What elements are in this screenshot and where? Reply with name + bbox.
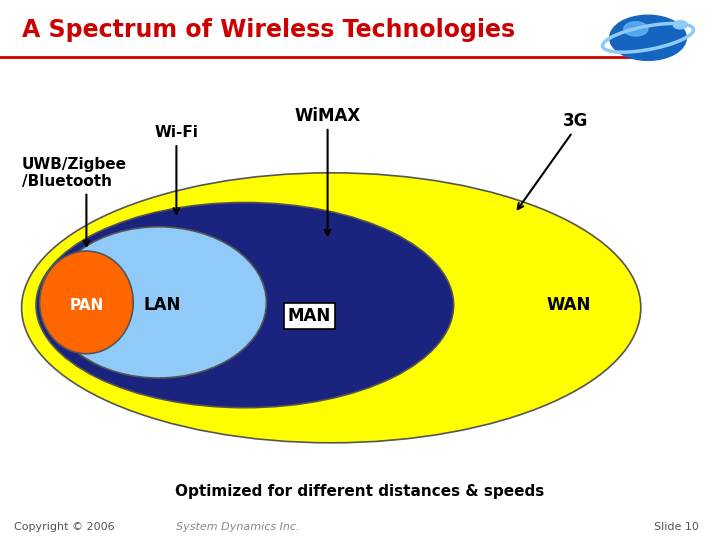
- Text: Optimized for different distances & speeds: Optimized for different distances & spee…: [176, 484, 544, 499]
- Ellipse shape: [50, 227, 266, 378]
- Text: LAN: LAN: [143, 296, 181, 314]
- Text: Slide 10: Slide 10: [654, 522, 698, 531]
- Text: WiMAX: WiMAX: [294, 107, 361, 125]
- Ellipse shape: [36, 202, 454, 408]
- Text: MAN: MAN: [288, 307, 331, 325]
- Text: System Dynamics Inc.: System Dynamics Inc.: [176, 522, 300, 531]
- Ellipse shape: [22, 173, 641, 443]
- Circle shape: [610, 15, 686, 60]
- Ellipse shape: [40, 251, 133, 354]
- Text: Copyright © 2006: Copyright © 2006: [14, 522, 115, 531]
- Text: Wi-Fi: Wi-Fi: [155, 125, 198, 140]
- Text: A Spectrum of Wireless Technologies: A Spectrum of Wireless Technologies: [22, 18, 515, 42]
- Text: 3G: 3G: [563, 112, 589, 131]
- Text: UWB/Zigbee
/Bluetooth: UWB/Zigbee /Bluetooth: [22, 157, 127, 189]
- Text: PAN: PAN: [69, 298, 104, 313]
- Text: WAN: WAN: [546, 296, 591, 314]
- Circle shape: [673, 21, 688, 29]
- Circle shape: [624, 22, 648, 36]
